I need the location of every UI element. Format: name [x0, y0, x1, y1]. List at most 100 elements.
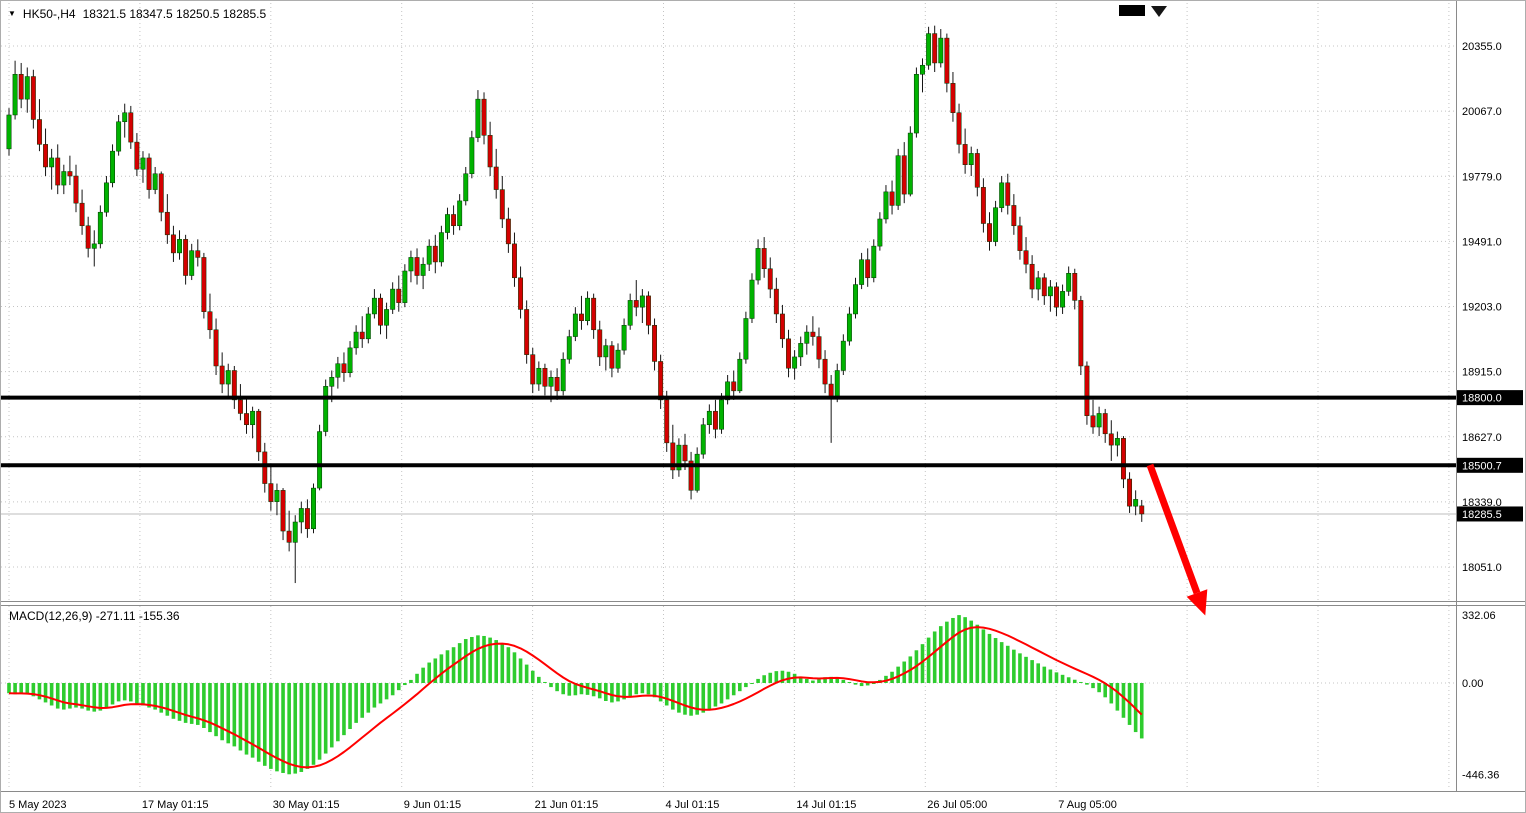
macd-bar	[945, 621, 949, 683]
candle-down	[1023, 250, 1029, 265]
price-axis-label: 18339.0	[1462, 497, 1502, 509]
macd-bar	[415, 673, 419, 683]
candle-down	[889, 191, 895, 206]
time-axis-label: 14 Jul 01:15	[796, 799, 856, 811]
time-axis[interactable]: 5 May 2023 17 May 01:15 30 May 01:15 9 Jun …	[9, 799, 1117, 811]
macd-bar	[671, 683, 675, 710]
macd-bar	[768, 672, 773, 683]
candle-down	[652, 325, 657, 362]
candle-down	[414, 257, 420, 276]
macd-bar	[31, 683, 36, 697]
candle-up	[1060, 291, 1066, 308]
macd-bar	[524, 664, 529, 683]
macd-bar	[372, 683, 377, 708]
macd-bar	[561, 683, 565, 695]
candle-up	[737, 358, 743, 392]
candle-up	[1133, 499, 1139, 507]
candle-down	[128, 112, 134, 143]
macd-axis-label: 0.00	[1462, 678, 1483, 690]
price-axis[interactable]: 20355.0 20067.0 19779.0 19491.0 19203.0 18915…	[1462, 41, 1502, 781]
macd-bar	[43, 683, 48, 703]
macd-bar	[549, 683, 553, 688]
candle-down	[828, 383, 834, 398]
trend-arrow-head[interactable]	[1186, 589, 1208, 616]
price-axis-label: 20355.0	[1462, 41, 1502, 53]
candle-up	[274, 490, 280, 502]
macd-bar	[250, 683, 255, 758]
candle-up	[536, 367, 542, 385]
macd-bar	[463, 639, 468, 683]
chart-shift-marker-icon[interactable]	[1151, 6, 1167, 17]
candle-down	[1005, 182, 1011, 206]
candle-down	[779, 313, 785, 340]
macd-bar	[378, 683, 383, 704]
candle-up	[639, 295, 645, 308]
candle-down	[932, 33, 938, 64]
candle-up	[877, 218, 883, 247]
macd-bar	[202, 683, 206, 728]
candle-up	[426, 245, 432, 265]
candle-up	[1114, 438, 1120, 446]
time-axis-label: 21 Jun 01:15	[535, 799, 599, 811]
price-axis-label: 19491.0	[1462, 236, 1502, 248]
time-axis-label: 17 May 01:15	[142, 799, 209, 811]
macd-bar	[62, 683, 66, 710]
macd-bar	[396, 683, 401, 691]
macd-bar	[835, 677, 840, 683]
candle-up	[408, 257, 414, 272]
candle-down	[786, 338, 791, 369]
macd-bar	[1121, 683, 1126, 718]
candle-down	[944, 37, 950, 84]
macd-bar	[683, 683, 687, 715]
candle-up	[97, 211, 103, 245]
candle-down	[761, 248, 767, 269]
macd-bar	[482, 635, 486, 683]
macd-bar	[530, 670, 535, 683]
candle-down	[542, 367, 548, 387]
macd-bar	[725, 683, 730, 700]
price-axis-label: 18051.0	[1462, 562, 1502, 574]
macd-bar	[847, 681, 852, 683]
macd-bar	[537, 676, 541, 683]
macd-bar	[183, 683, 188, 723]
macd-bar	[932, 631, 937, 683]
macd-bar	[677, 683, 681, 713]
candle-down	[85, 225, 91, 249]
candle-down	[688, 460, 694, 491]
macd-bar	[129, 683, 133, 702]
macd-bar	[555, 683, 559, 692]
candle-up	[859, 259, 865, 285]
candle-down	[164, 211, 170, 236]
candle-up	[999, 182, 1005, 208]
macd-bar	[1115, 683, 1120, 711]
trend-arrow-shaft[interactable]	[1146, 463, 1201, 595]
candle-up	[1066, 273, 1072, 292]
macd-bar	[68, 683, 72, 709]
macd-bar	[811, 680, 815, 683]
candle-down	[286, 530, 292, 543]
macd-bar	[616, 683, 620, 702]
macd-bar	[786, 671, 791, 683]
macd-bar	[658, 683, 663, 702]
candle-up	[615, 349, 621, 369]
macd-bar	[506, 647, 511, 683]
candle-up	[469, 137, 475, 175]
macd-bar	[348, 683, 352, 730]
candle-down	[524, 309, 530, 355]
candle-up	[24, 76, 30, 100]
candle-down	[901, 155, 907, 195]
candle-up	[292, 521, 298, 543]
candle-down	[591, 297, 597, 331]
macd-bar	[1048, 669, 1053, 683]
candle-down	[213, 329, 219, 367]
macd-bar	[80, 683, 84, 709]
macd-bar	[220, 683, 224, 741]
macd-bar	[354, 683, 358, 723]
macd-bar	[384, 683, 389, 700]
symbol-dropdown-icon[interactable]: ▼	[8, 9, 16, 18]
price-axis-label: 19779.0	[1462, 171, 1502, 183]
macd-bar	[1085, 683, 1089, 685]
candle-down	[481, 98, 487, 136]
macd-bar	[664, 683, 669, 706]
